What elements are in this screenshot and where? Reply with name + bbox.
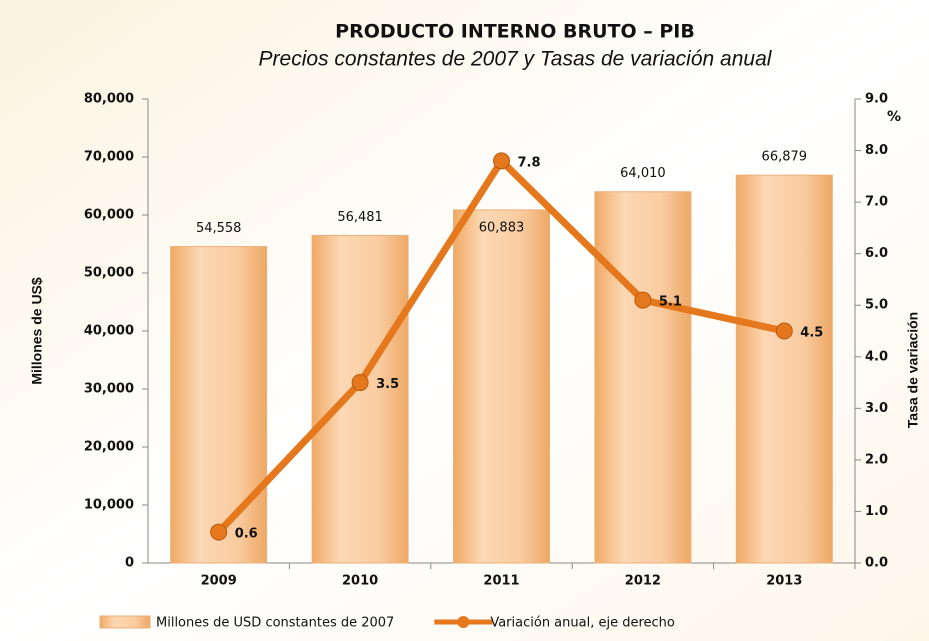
bar xyxy=(311,234,409,564)
line-point xyxy=(493,152,510,170)
bar-value-label: 56,481 xyxy=(337,210,383,225)
line-point xyxy=(775,322,793,340)
y2-tick-label: 9.0 xyxy=(865,92,888,107)
line-value-label: 4.5 xyxy=(800,326,823,341)
line-value-label: 7.8 xyxy=(518,155,541,170)
y2-tick-label: 6.0 xyxy=(865,246,888,261)
bar xyxy=(735,174,833,564)
x-tick-label: 2013 xyxy=(766,574,802,589)
line-point xyxy=(210,523,228,541)
y-tick-label: 20,000 xyxy=(84,440,134,455)
y-tick-label: 70,000 xyxy=(84,150,134,165)
bar xyxy=(170,246,268,564)
line-point xyxy=(634,291,652,309)
x-tick-label: 2012 xyxy=(625,574,661,589)
y2-tick-label: 0.0 xyxy=(865,556,888,571)
bar-value-label: 66,879 xyxy=(762,150,808,165)
line-point xyxy=(351,374,369,392)
x-tick-label: 2011 xyxy=(483,574,519,589)
x-tick-label: 2010 xyxy=(342,574,378,589)
y2-tick-label: 3.0 xyxy=(865,401,888,416)
y2-tick-label: 5.0 xyxy=(865,298,888,313)
y-tick-label: 10,000 xyxy=(84,498,134,513)
y-axis-title: Millones de US$ xyxy=(29,277,45,385)
y2-tick-label: 2.0 xyxy=(865,452,888,467)
line-value-label: 3.5 xyxy=(376,377,399,392)
x-tick-label: 2009 xyxy=(201,574,237,589)
legend-label: Millones de USD constantes de 2007 xyxy=(156,616,394,631)
y2-tick-label: 7.0 xyxy=(865,195,888,210)
bar-value-label: 60,883 xyxy=(479,220,525,235)
y-tick-label: 60,000 xyxy=(84,208,134,223)
line-value-label: 0.6 xyxy=(235,527,258,542)
y2-tick-label: 4.0 xyxy=(865,349,888,364)
y-tick-label: 50,000 xyxy=(84,266,134,281)
bar-value-label: 54,558 xyxy=(196,221,242,236)
y-tick-label: 30,000 xyxy=(84,382,134,397)
chart-subtitle: Precios constantes de 2007 y Tasas de va… xyxy=(259,48,773,71)
legend-label: Variación anual, eje derecho xyxy=(490,616,675,631)
y-tick-label: 0 xyxy=(125,556,134,571)
bar xyxy=(594,191,692,564)
y-tick-label: 80,000 xyxy=(84,92,134,107)
chart-title: PRODUCTO INTERNO BRUTO – PIB xyxy=(335,21,695,43)
bar xyxy=(453,209,550,564)
y2-tick-label: 8.0 xyxy=(865,143,888,158)
legend-swatch xyxy=(99,615,151,629)
y2-axis-title: Tasa de variación xyxy=(905,312,921,428)
line-value-label: 5.1 xyxy=(659,295,682,310)
y-tick-label: 40,000 xyxy=(84,324,134,339)
bar-value-label: 64,010 xyxy=(620,166,666,181)
legend-swatch-point xyxy=(457,616,470,628)
y2-tick-label: 1.0 xyxy=(865,504,888,519)
y2-unit: % xyxy=(887,109,901,125)
